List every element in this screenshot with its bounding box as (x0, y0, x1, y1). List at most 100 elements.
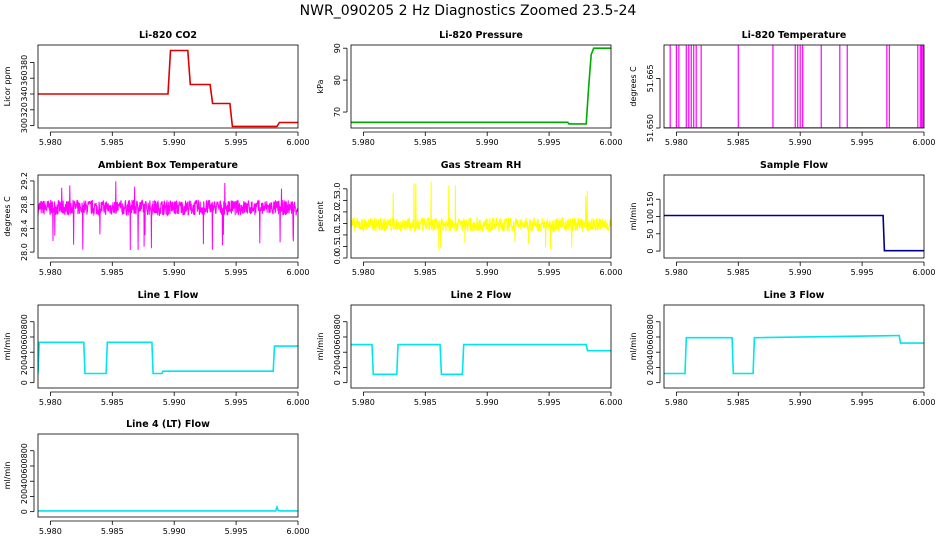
plot-frame (663, 44, 925, 129)
page-title: NWR_090205 2 Hz Diagnostics Zoomed 23.5-… (299, 3, 637, 19)
y-tick-label: 600 (20, 329, 29, 344)
plot-title: Line 2 Flow (451, 290, 512, 301)
y-axis-label: ml/min (3, 462, 12, 490)
y-tick-label: 70 (333, 107, 342, 117)
plot-frame (37, 433, 299, 518)
x-tick-label: 5.990 (476, 268, 499, 277)
x-tick-label: 5.995 (225, 527, 248, 536)
data-layer (664, 214, 924, 252)
y-tick-label: 600 (646, 329, 655, 344)
y-axis-label: percent (316, 201, 325, 232)
x-tick-label: 5.985 (727, 398, 750, 407)
series-line (38, 341, 298, 375)
x-tick-label: 5.995 (851, 398, 874, 407)
plot-panel: Line 2 Flow ml/min 5.980 5.985 5.990 5.995 6.0… (316, 290, 622, 407)
x-tick-label: 6.000 (600, 398, 623, 407)
plot-frame (37, 44, 299, 129)
x-tick-label: 5.985 (727, 268, 750, 277)
plot-frame (350, 174, 612, 259)
y-tick-label: 2.5 (333, 194, 342, 207)
plot-frame (663, 174, 925, 259)
x-tick-label: 5.995 (851, 268, 874, 277)
x-tick-label: 6.000 (287, 398, 310, 407)
x-tick-label: 6.000 (287, 268, 310, 277)
y-tick-label: 80 (333, 75, 342, 85)
y-axis-label: ml/min (3, 333, 12, 361)
y-tick-label: 28.0 (20, 243, 29, 261)
y-tick-label: 800 (20, 443, 29, 458)
plot-panel: Line 4 (LT) Flow ml/min 5.980 5.985 5.990 5.9… (3, 419, 309, 536)
x-tick-label: 5.990 (789, 268, 812, 277)
x-tick-label: 6.000 (913, 138, 936, 147)
y-tick-label: 1.5 (333, 217, 342, 230)
plot-title: Line 4 (LT) Flow (126, 419, 210, 430)
x-tick-label: 5.980 (39, 527, 62, 536)
plot-panel: Ambient Box Temperature degrees C 5.980 5.9… (3, 160, 309, 277)
y-tick-label: 0 (20, 380, 29, 385)
y-tick-label: 800 (20, 314, 29, 329)
y-tick-label: 0.0 (333, 252, 342, 265)
y-tick-label: 0 (333, 380, 342, 385)
y-tick-label: 200 (20, 489, 29, 504)
x-tick-label: 5.985 (101, 398, 124, 407)
x-tick-label: 5.990 (789, 398, 812, 407)
y-tick-label: 28.4 (20, 219, 29, 237)
x-tick-label: 6.000 (287, 138, 310, 147)
plot-title: Li-820 Pressure (439, 30, 523, 41)
x-tick-label: 6.000 (913, 268, 936, 277)
y-tick-label: 0.5 (333, 240, 342, 253)
data-layer (351, 343, 611, 376)
plot-panel: Li-820 CO2 Licor ppm 5.980 5.985 5.990 5.995 6… (3, 30, 309, 147)
y-tick-label: 380 (20, 55, 29, 70)
series-line (351, 181, 611, 251)
y-axis-label: ml/min (629, 333, 638, 361)
y-tick-label: 400 (20, 345, 29, 360)
plot-title: Gas Stream RH (441, 160, 522, 171)
y-axis-label: ml/min (629, 203, 638, 231)
x-tick-label: 5.990 (163, 398, 186, 407)
x-tick-label: 5.990 (789, 138, 812, 147)
x-tick-label: 5.995 (851, 138, 874, 147)
data-layer (38, 181, 298, 251)
y-tick-label: 600 (20, 458, 29, 473)
y-axis-label: degrees C (629, 66, 638, 107)
x-tick-label: 6.000 (287, 527, 310, 536)
y-axis-label: Licor ppm (3, 66, 12, 106)
plot-title: Li-820 CO2 (139, 30, 197, 41)
x-tick-label: 5.980 (352, 138, 375, 147)
y-tick-label: 400 (333, 345, 342, 360)
y-tick-label: 50 (646, 229, 655, 239)
x-tick-label: 5.980 (39, 268, 62, 277)
y-tick-label: 400 (646, 345, 655, 360)
plot-panel: Line 3 Flow ml/min 5.980 5.985 5.990 5.995 6.0… (629, 290, 935, 407)
series-line (38, 49, 298, 128)
y-tick-label: 100 (646, 209, 655, 224)
y-tick-label: 51.665 (646, 64, 655, 92)
y-tick-label: 340 (20, 86, 29, 101)
y-tick-label: 200 (646, 360, 655, 375)
y-tick-label: 1.0 (333, 229, 342, 242)
y-tick-label: 200 (20, 360, 29, 375)
x-tick-label: 5.990 (476, 138, 499, 147)
plot-title: Line 1 Flow (138, 290, 199, 301)
y-tick-label: 320 (20, 102, 29, 117)
plot-frame (37, 304, 299, 389)
plot-panel: Li-820 Temperature degrees C 5.980 5.985 5.9… (629, 30, 935, 147)
x-tick-label: 5.980 (665, 268, 688, 277)
data-layer (664, 334, 924, 375)
y-tick-label: 28.8 (20, 196, 29, 214)
x-tick-label: 5.995 (538, 268, 561, 277)
plot-frame (663, 304, 925, 389)
y-tick-label: 150 (646, 192, 655, 207)
y-tick-label: 3.0 (333, 182, 342, 195)
series-line (351, 47, 611, 125)
x-tick-label: 6.000 (913, 398, 936, 407)
x-tick-label: 5.985 (727, 138, 750, 147)
plot-title: Li-820 Temperature (742, 30, 847, 41)
x-tick-label: 5.980 (39, 138, 62, 147)
y-tick-label: 0 (20, 509, 29, 514)
data-layer (351, 181, 611, 251)
y-tick-label: 0 (646, 380, 655, 385)
data-layer (664, 45, 924, 128)
